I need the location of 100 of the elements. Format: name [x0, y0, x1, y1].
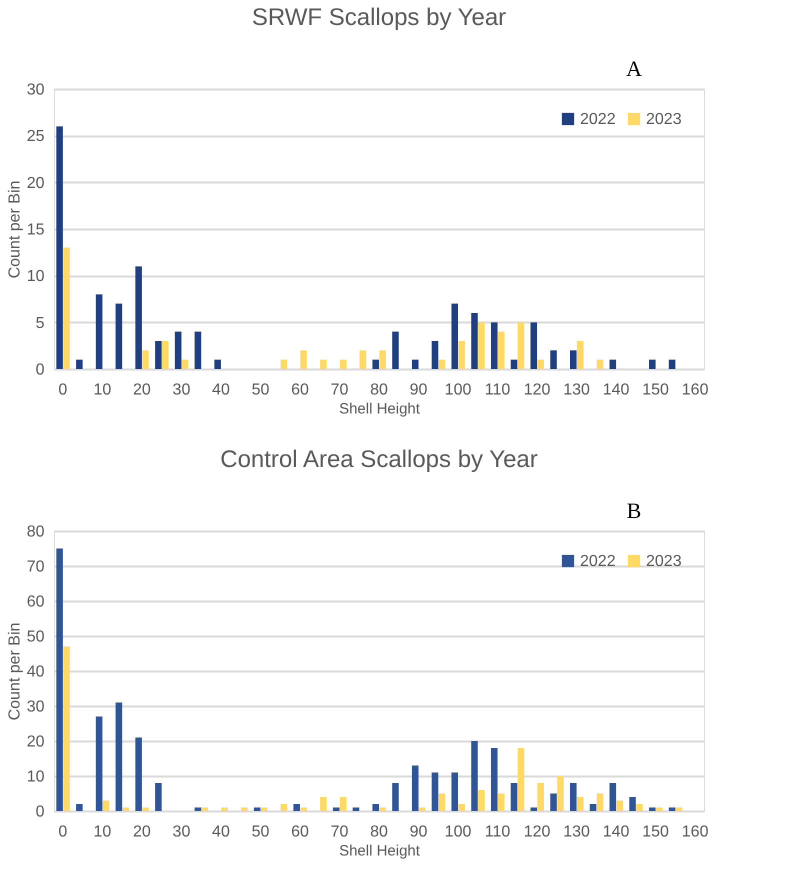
bar — [194, 332, 202, 369]
x-tick-label: 10 — [94, 382, 112, 398]
x-tick-label: 60 — [291, 382, 309, 398]
x-tick-label: 120 — [524, 824, 550, 840]
bar — [537, 360, 544, 369]
x-tick-label: 70 — [330, 382, 348, 398]
bar — [182, 360, 188, 369]
x-tick-label: 0 — [58, 824, 68, 840]
bar — [392, 783, 399, 811]
bar — [379, 808, 386, 811]
x-tick-label: 30 — [172, 382, 190, 398]
legend-label: 2023 — [646, 553, 682, 570]
bar — [162, 341, 169, 369]
bar — [498, 794, 504, 811]
text: A — [626, 56, 642, 81]
y-tick-label: 40 — [26, 664, 45, 680]
bar — [300, 350, 307, 369]
bar — [214, 360, 221, 369]
bar — [280, 804, 288, 811]
y-tick-label: 0 — [36, 362, 45, 378]
x-tick-label: 100 — [444, 824, 472, 840]
bar — [550, 794, 557, 811]
y-tick-label: 50 — [26, 628, 45, 646]
y-tick-label: 70 — [26, 558, 45, 576]
bar — [649, 808, 656, 811]
x-tick-label: 70 — [330, 824, 348, 840]
x-tick-label: 0 — [58, 382, 68, 398]
x-tick-label: 40 — [212, 382, 230, 398]
bar — [340, 360, 346, 369]
bar — [412, 360, 419, 369]
x-tick-label: 140 — [602, 382, 630, 398]
y-tick-label: 80 — [26, 524, 45, 540]
bar — [590, 804, 596, 811]
bar — [478, 790, 485, 811]
y-tick-label: 10 — [26, 768, 45, 786]
y-tick-label: 20 — [26, 174, 45, 192]
bar — [320, 360, 327, 369]
legend-label: 2022 — [580, 111, 616, 128]
bar — [432, 772, 438, 811]
x-tick-label: 110 — [484, 824, 510, 840]
bar — [636, 804, 643, 811]
bar — [372, 804, 379, 811]
bar — [392, 332, 399, 369]
x-tick-label: 150 — [642, 824, 670, 840]
y-tick-label: 10 — [26, 268, 45, 286]
bar — [668, 808, 676, 811]
x-tick-label: 110 — [484, 382, 510, 398]
bar — [510, 783, 518, 811]
bar — [576, 341, 584, 369]
bar — [116, 702, 122, 811]
x-tick-label: 150 — [642, 382, 670, 398]
bar — [56, 126, 63, 369]
bar — [451, 304, 458, 369]
bar — [63, 248, 70, 369]
bar — [122, 808, 130, 811]
x-tick-label: 120 — [524, 382, 550, 398]
bar — [241, 808, 248, 811]
bar — [478, 322, 485, 369]
bar — [155, 341, 162, 369]
bar — [340, 797, 346, 811]
bar — [116, 304, 122, 369]
text: B — [626, 498, 642, 523]
bar — [135, 266, 142, 369]
bar — [438, 360, 446, 369]
bar — [458, 804, 465, 811]
x-tick-label: 20 — [133, 382, 151, 398]
chart-title: Control Area Scallops by Year — [220, 446, 538, 473]
bar — [280, 360, 288, 369]
bar — [379, 350, 386, 369]
x-tick-label: 80 — [370, 382, 388, 398]
bar — [610, 783, 616, 811]
bar — [63, 646, 70, 811]
bar — [498, 332, 504, 369]
bar — [142, 808, 149, 811]
bar — [155, 783, 162, 811]
bar — [490, 322, 498, 369]
x-tick-label: 160 — [682, 382, 709, 398]
bar — [537, 783, 544, 811]
y-tick-label: 30 — [26, 82, 45, 98]
legend-label: 2023 — [646, 111, 682, 128]
y-tick-label: 15 — [26, 222, 45, 238]
bar — [135, 738, 142, 811]
x-tick-label: 100 — [444, 382, 472, 398]
bar — [418, 808, 426, 811]
bar — [676, 808, 682, 811]
bar — [352, 808, 360, 811]
bar — [596, 794, 604, 811]
bar — [300, 808, 307, 811]
bar — [412, 766, 419, 811]
bar — [360, 350, 366, 369]
bar — [550, 350, 557, 369]
bar — [557, 776, 564, 811]
x-tick-label: 160 — [682, 824, 709, 840]
y-tick-label: 0 — [36, 804, 45, 820]
y-tick-label: 20 — [26, 734, 45, 750]
x-tick-label: 50 — [252, 824, 270, 840]
bar — [490, 748, 498, 811]
bar — [576, 797, 584, 811]
bar — [530, 322, 538, 369]
bar — [596, 360, 604, 369]
